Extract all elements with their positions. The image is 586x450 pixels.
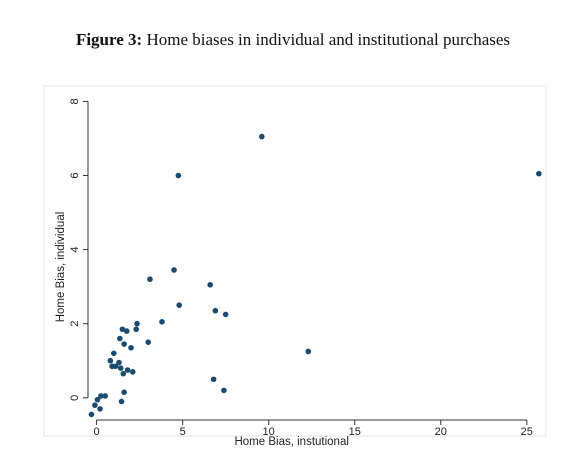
scatter-point bbox=[94, 396, 101, 403]
x-tick-label: 25 bbox=[521, 426, 533, 438]
scatter-point bbox=[116, 359, 122, 366]
scatter-point bbox=[222, 311, 229, 318]
scatter-point bbox=[88, 411, 95, 418]
scatter-point bbox=[207, 281, 213, 288]
scatter-point bbox=[129, 369, 136, 375]
x-tick-label: 5 bbox=[180, 426, 186, 438]
scatter-point bbox=[212, 307, 219, 314]
scatter-point bbox=[147, 276, 153, 283]
y-tick-label: 4 bbox=[69, 247, 81, 253]
scatter-point bbox=[258, 133, 265, 140]
x-tick-label: 20 bbox=[435, 426, 447, 438]
y-axis-title: Home Bias, individual bbox=[55, 212, 67, 323]
scatter-point bbox=[121, 341, 127, 347]
scatter-point bbox=[123, 328, 130, 334]
scatter-point bbox=[121, 389, 127, 396]
scatter-point bbox=[124, 367, 131, 373]
x-tick-label: 0 bbox=[94, 426, 100, 438]
scatter-point bbox=[107, 357, 114, 364]
scatter-point bbox=[134, 320, 140, 327]
scatter-point bbox=[159, 319, 165, 325]
figure-label: Figure 3: bbox=[75, 30, 143, 49]
x-tick-label: 10 bbox=[263, 426, 275, 438]
scatter-point bbox=[536, 170, 542, 177]
scatter-point bbox=[117, 365, 124, 371]
scatter-point bbox=[112, 363, 119, 370]
y-tick-label: 0 bbox=[69, 395, 81, 401]
x-axis-ticks: 0 5 10 15 20 25 bbox=[94, 420, 533, 438]
scatter-point bbox=[145, 339, 152, 346]
figure-caption: Figure 3: Home biases in individual and … bbox=[0, 30, 586, 50]
scatter-point bbox=[171, 267, 177, 273]
scatter-point bbox=[128, 344, 134, 351]
y-axis-ticks: 0 2 4 6 8 bbox=[69, 98, 88, 401]
scatter-point bbox=[133, 326, 139, 333]
scatter-point bbox=[120, 370, 127, 377]
y-tick-label: 8 bbox=[69, 98, 81, 104]
scatter-point bbox=[221, 387, 227, 394]
x-axis-title: Home Bias, instutional bbox=[234, 436, 348, 448]
x-tick-label: 15 bbox=[349, 426, 361, 438]
scatter-point bbox=[117, 335, 123, 342]
scatter-point bbox=[102, 393, 109, 399]
scatter-point bbox=[119, 326, 126, 333]
scatter-point bbox=[98, 393, 104, 399]
figure-caption-text: Home biases in individual and institutio… bbox=[146, 30, 511, 49]
plot-frame bbox=[43, 85, 547, 437]
y-tick-label: 2 bbox=[69, 321, 81, 327]
scatter-point bbox=[118, 398, 125, 405]
scatter-point bbox=[111, 350, 117, 357]
y-tick-label: 6 bbox=[69, 172, 81, 178]
scatter-point bbox=[175, 172, 182, 179]
scatter-point bbox=[305, 348, 312, 355]
scatter-point bbox=[210, 376, 217, 383]
data-points bbox=[88, 133, 542, 418]
scatter-point bbox=[97, 406, 103, 412]
scatter-point bbox=[92, 402, 98, 408]
scatter-point bbox=[176, 302, 182, 308]
